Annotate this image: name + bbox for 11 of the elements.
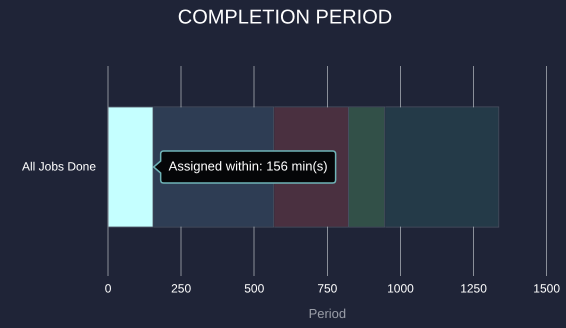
- annotation: Assigned within: 156 min(s): [168, 158, 328, 174]
- x-tick-label: 750: [317, 282, 338, 296]
- y-tick-label: All Jobs Done: [22, 159, 96, 174]
- x-tick-label: 250: [171, 282, 192, 296]
- x-tick-label: 1500: [533, 282, 560, 296]
- chart-title: COMPLETION PERIOD: [178, 6, 392, 29]
- x-tick-label: 500: [244, 282, 265, 296]
- x-tick-label: 0: [104, 282, 112, 296]
- x-axis-title: Period: [308, 306, 346, 321]
- x-tick-label: 1000: [387, 282, 414, 296]
- x-tick-label: 1250: [460, 282, 488, 296]
